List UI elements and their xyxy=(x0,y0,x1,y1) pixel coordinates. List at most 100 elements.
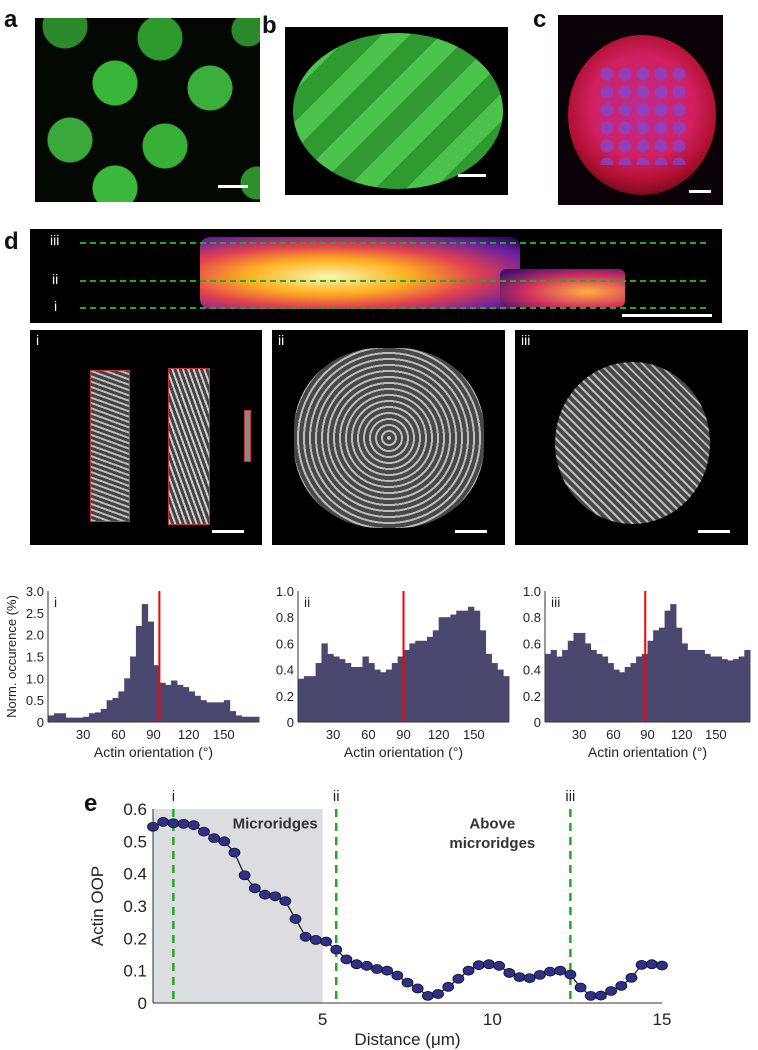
level-line-iii xyxy=(80,242,706,244)
histogram-bar xyxy=(426,636,434,722)
histogram-bar xyxy=(727,660,734,722)
histogram-bar xyxy=(732,659,740,722)
histogram-bar xyxy=(590,649,597,722)
cell-stain-image xyxy=(558,15,723,205)
data-point xyxy=(625,972,638,983)
data-point xyxy=(350,959,363,970)
histogram-bar xyxy=(48,715,55,722)
panel-label-b: b xyxy=(262,12,277,39)
histogram-bar xyxy=(182,687,190,722)
histogram-bar xyxy=(485,653,492,722)
image-label: i xyxy=(36,332,40,348)
nuclei xyxy=(598,65,688,165)
data-point xyxy=(442,981,455,992)
data-point xyxy=(320,936,332,947)
histogram-bar xyxy=(368,663,375,722)
histogram-bar xyxy=(247,716,254,722)
marker-label: iii xyxy=(565,788,575,805)
histogram-bar xyxy=(438,617,446,722)
z-profile-image: iii ii i xyxy=(30,229,722,323)
y-axis-label: Norm. occurence (%) xyxy=(4,595,19,718)
scale-bar xyxy=(689,190,711,193)
x-tick-label: 90 xyxy=(640,727,654,742)
annotation-line: microridges xyxy=(449,835,535,852)
histogram-bar xyxy=(584,643,592,722)
histogram-bar xyxy=(235,715,242,722)
panel-label-a: a xyxy=(4,6,18,33)
y-tick-label: 0.6 xyxy=(523,636,541,651)
y-tick-label: 0.5 xyxy=(26,693,44,708)
histogram-bar xyxy=(356,666,363,722)
histogram-bar xyxy=(321,643,328,722)
data-point xyxy=(595,990,607,1001)
histogram-bar xyxy=(83,716,90,722)
x-tick-label: 30 xyxy=(76,727,90,742)
histogram-bar xyxy=(601,656,609,722)
histogram-bar xyxy=(567,640,574,722)
cell-region xyxy=(555,362,710,524)
histogram-bar xyxy=(217,702,225,722)
y-tick-label: 0.6 xyxy=(276,636,294,651)
cell-region xyxy=(90,370,130,522)
histogram-bar xyxy=(710,656,717,722)
data-point xyxy=(635,959,648,970)
y-tick-label: 1.5 xyxy=(26,650,44,665)
data-point xyxy=(391,970,404,981)
x-tick-label: 120 xyxy=(178,727,200,742)
y-tick-label: 0 xyxy=(287,715,294,730)
histogram-bar xyxy=(744,649,751,722)
histogram-bar xyxy=(165,684,172,722)
data-point xyxy=(279,896,292,907)
histogram-bar xyxy=(94,712,102,722)
data-point xyxy=(656,960,668,971)
scale-bar xyxy=(622,314,712,317)
data-point xyxy=(197,826,210,837)
data-point xyxy=(452,973,465,984)
data-point xyxy=(564,969,577,980)
histogram-bar xyxy=(491,663,498,722)
histogram-bar xyxy=(497,669,504,722)
data-point xyxy=(483,959,495,970)
y-tick-label: 0.4 xyxy=(123,865,147,884)
y-tick-label: 0 xyxy=(138,994,147,1013)
data-point xyxy=(238,870,251,881)
shaded-region xyxy=(153,809,323,1003)
data-point xyxy=(605,986,617,996)
panel-label-c: c xyxy=(533,6,547,33)
y-tick-label: 1.0 xyxy=(26,671,44,686)
histogram-bar xyxy=(704,653,711,722)
y-tick-label: 0.1 xyxy=(123,962,147,981)
histogram-bar xyxy=(607,663,614,722)
data-point xyxy=(513,972,526,983)
histogram-bar xyxy=(380,672,387,722)
scale-bar xyxy=(218,185,248,188)
marker-label: ii xyxy=(333,788,340,805)
data-point xyxy=(645,959,658,970)
histogram-bar xyxy=(124,678,131,722)
data-point xyxy=(208,833,220,843)
data-point xyxy=(309,935,322,945)
scale-bar xyxy=(458,174,486,177)
x-tick-label: 10 xyxy=(483,1010,502,1029)
actin-image-i: i xyxy=(30,330,262,545)
y-tick-label: 1.0 xyxy=(276,584,294,599)
data-point xyxy=(523,973,536,984)
histogram-bar xyxy=(362,656,369,722)
y-tick-label: 0.2 xyxy=(276,689,294,704)
histogram-bar xyxy=(636,656,643,722)
y-tick-label: 0.6 xyxy=(123,800,147,819)
y-axis-label: Actin OOP xyxy=(88,866,107,946)
histogram-bar xyxy=(385,669,393,722)
histogram-bar xyxy=(503,676,510,722)
scale-bar xyxy=(212,530,244,533)
data-point xyxy=(299,931,312,942)
cell-region xyxy=(244,410,251,462)
histogram-bar xyxy=(130,656,137,722)
micropattern-image xyxy=(35,18,260,202)
x-tick-label: 150 xyxy=(213,727,235,742)
histogram-bar xyxy=(253,716,260,722)
data-point xyxy=(584,990,597,1001)
cell-region xyxy=(294,348,484,528)
x-axis-label: Actin orientation (°) xyxy=(94,744,213,760)
